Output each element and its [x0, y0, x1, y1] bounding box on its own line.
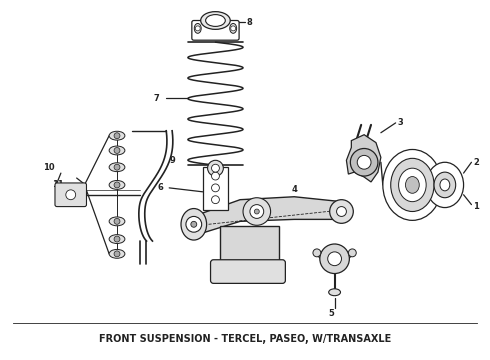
Polygon shape	[346, 135, 381, 182]
Text: 8: 8	[247, 18, 253, 27]
Circle shape	[250, 204, 264, 219]
FancyBboxPatch shape	[192, 21, 239, 40]
Ellipse shape	[206, 15, 225, 26]
Ellipse shape	[109, 235, 125, 243]
Ellipse shape	[230, 23, 237, 33]
Ellipse shape	[313, 249, 321, 257]
Text: 3: 3	[397, 118, 403, 127]
Circle shape	[243, 198, 270, 225]
Circle shape	[66, 190, 75, 200]
Ellipse shape	[109, 217, 125, 226]
Ellipse shape	[201, 12, 230, 30]
Text: FRONT SUSPENSION - TERCEL, PASEO, W/TRANSAXLE: FRONT SUSPENSION - TERCEL, PASEO, W/TRAN…	[99, 334, 391, 345]
FancyBboxPatch shape	[211, 260, 285, 283]
Text: 9: 9	[169, 156, 175, 165]
Ellipse shape	[398, 168, 426, 202]
Circle shape	[191, 221, 197, 227]
Text: 7: 7	[153, 94, 159, 103]
Ellipse shape	[406, 176, 419, 193]
Circle shape	[231, 26, 236, 31]
Circle shape	[320, 244, 349, 274]
Circle shape	[328, 252, 342, 266]
Text: 4: 4	[291, 185, 297, 194]
Ellipse shape	[329, 289, 341, 296]
Ellipse shape	[426, 162, 464, 208]
Circle shape	[114, 219, 120, 224]
Text: 10: 10	[43, 163, 55, 172]
Text: 1: 1	[473, 202, 479, 211]
Ellipse shape	[181, 208, 207, 240]
Circle shape	[212, 164, 220, 172]
Ellipse shape	[109, 131, 125, 140]
Bar	[203, 167, 228, 210]
Ellipse shape	[109, 180, 125, 189]
Circle shape	[357, 156, 371, 169]
Ellipse shape	[383, 149, 442, 220]
Ellipse shape	[348, 249, 356, 257]
Circle shape	[114, 148, 120, 153]
Circle shape	[196, 26, 200, 31]
Ellipse shape	[434, 172, 456, 198]
Circle shape	[114, 251, 120, 257]
Circle shape	[114, 236, 120, 242]
Text: 5: 5	[329, 309, 335, 318]
Text: 11: 11	[52, 180, 64, 189]
Circle shape	[212, 196, 220, 204]
Ellipse shape	[391, 158, 434, 212]
Circle shape	[208, 160, 223, 176]
Polygon shape	[199, 197, 342, 234]
Ellipse shape	[109, 146, 125, 155]
Circle shape	[114, 182, 120, 188]
Circle shape	[350, 148, 378, 176]
Ellipse shape	[195, 23, 201, 33]
Text: 6: 6	[157, 183, 163, 192]
Circle shape	[337, 207, 346, 216]
Circle shape	[212, 172, 220, 180]
Circle shape	[254, 209, 259, 214]
Circle shape	[212, 184, 220, 192]
FancyBboxPatch shape	[55, 183, 86, 207]
Ellipse shape	[109, 249, 125, 258]
Ellipse shape	[440, 179, 450, 191]
Circle shape	[330, 200, 353, 223]
Polygon shape	[220, 226, 279, 271]
Text: 2: 2	[473, 158, 479, 167]
Circle shape	[186, 216, 202, 232]
Circle shape	[114, 133, 120, 139]
Ellipse shape	[109, 163, 125, 172]
Circle shape	[114, 164, 120, 170]
